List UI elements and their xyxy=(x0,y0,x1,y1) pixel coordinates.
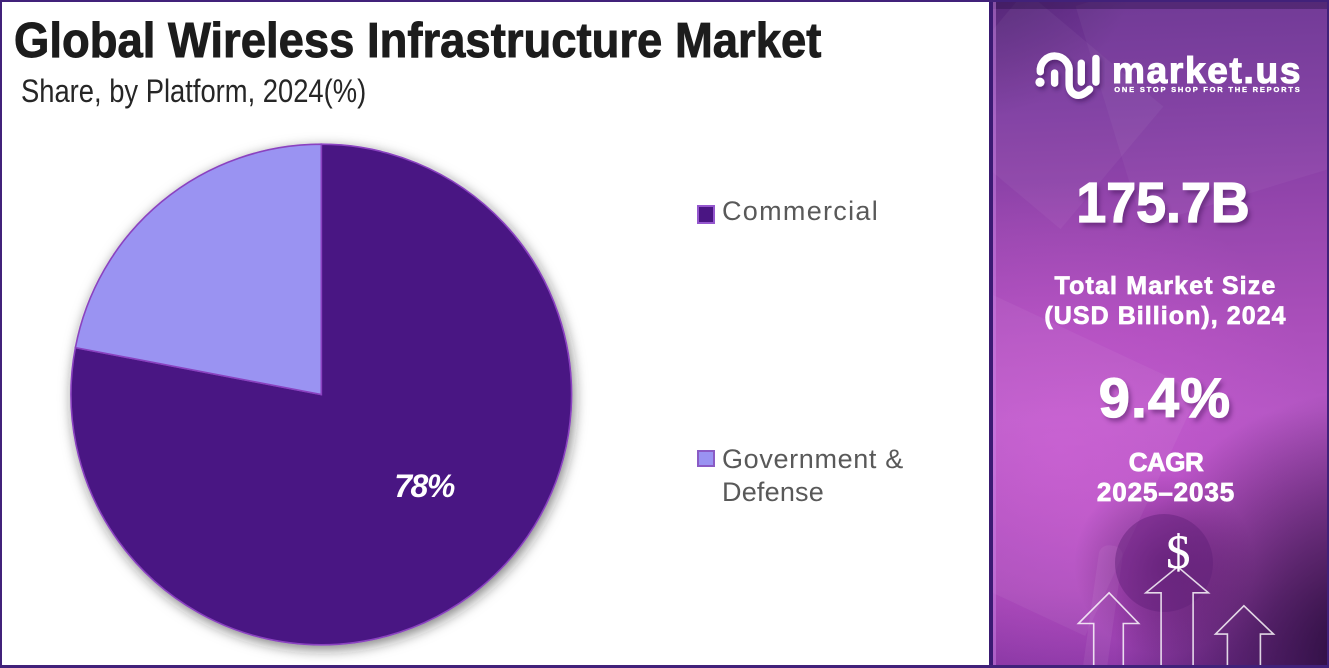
svg-text:78%: 78% xyxy=(394,468,455,504)
